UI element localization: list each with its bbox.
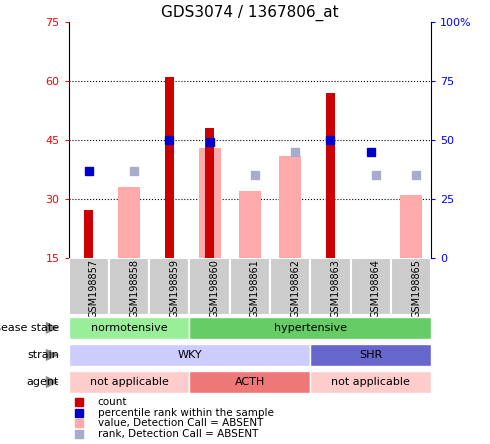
Text: GSM198865: GSM198865 bbox=[411, 259, 421, 318]
Text: SHR: SHR bbox=[359, 350, 382, 360]
Text: GSM198860: GSM198860 bbox=[210, 259, 220, 318]
Bar bbox=[69, 258, 109, 315]
Text: agent: agent bbox=[26, 377, 59, 387]
Bar bbox=[400, 195, 422, 258]
Text: hypertensive: hypertensive bbox=[274, 323, 347, 333]
Bar bbox=[69, 344, 310, 366]
Text: ACTH: ACTH bbox=[235, 377, 265, 387]
Text: rank, Detection Call = ABSENT: rank, Detection Call = ABSENT bbox=[98, 429, 258, 439]
Text: GSM198859: GSM198859 bbox=[170, 259, 179, 318]
Bar bbox=[205, 128, 214, 258]
Bar bbox=[230, 258, 270, 315]
Bar bbox=[69, 371, 190, 393]
Bar bbox=[69, 317, 190, 339]
Text: GSM198864: GSM198864 bbox=[371, 259, 381, 318]
Bar bbox=[190, 317, 431, 339]
Text: normotensive: normotensive bbox=[91, 323, 168, 333]
Bar bbox=[391, 258, 431, 315]
Polygon shape bbox=[46, 322, 59, 334]
Text: GSM198858: GSM198858 bbox=[129, 259, 139, 318]
Text: not applicable: not applicable bbox=[331, 377, 410, 387]
Bar bbox=[165, 77, 174, 258]
Bar bbox=[351, 258, 391, 315]
Text: GSM198857: GSM198857 bbox=[89, 259, 99, 318]
Polygon shape bbox=[46, 349, 59, 361]
Bar bbox=[118, 187, 140, 258]
Text: count: count bbox=[98, 397, 127, 407]
Bar bbox=[279, 155, 301, 258]
Text: GSM198863: GSM198863 bbox=[330, 259, 341, 318]
Bar bbox=[310, 344, 431, 366]
Bar bbox=[149, 258, 190, 315]
Text: strain: strain bbox=[27, 350, 59, 360]
Bar bbox=[270, 258, 310, 315]
Polygon shape bbox=[46, 376, 59, 388]
Text: not applicable: not applicable bbox=[90, 377, 169, 387]
Bar bbox=[239, 191, 261, 258]
Text: GSM198862: GSM198862 bbox=[290, 259, 300, 318]
Text: value, Detection Call = ABSENT: value, Detection Call = ABSENT bbox=[98, 418, 263, 428]
Text: GSM198861: GSM198861 bbox=[250, 259, 260, 318]
Text: WKY: WKY bbox=[177, 350, 202, 360]
Bar bbox=[310, 371, 431, 393]
Bar bbox=[190, 371, 310, 393]
Bar bbox=[198, 148, 220, 258]
Bar bbox=[84, 210, 93, 258]
Bar bbox=[310, 258, 351, 315]
Text: percentile rank within the sample: percentile rank within the sample bbox=[98, 408, 273, 418]
Text: disease state: disease state bbox=[0, 323, 59, 333]
Bar bbox=[326, 93, 335, 258]
Title: GDS3074 / 1367806_at: GDS3074 / 1367806_at bbox=[161, 4, 339, 21]
Bar bbox=[109, 258, 149, 315]
Bar bbox=[190, 258, 230, 315]
